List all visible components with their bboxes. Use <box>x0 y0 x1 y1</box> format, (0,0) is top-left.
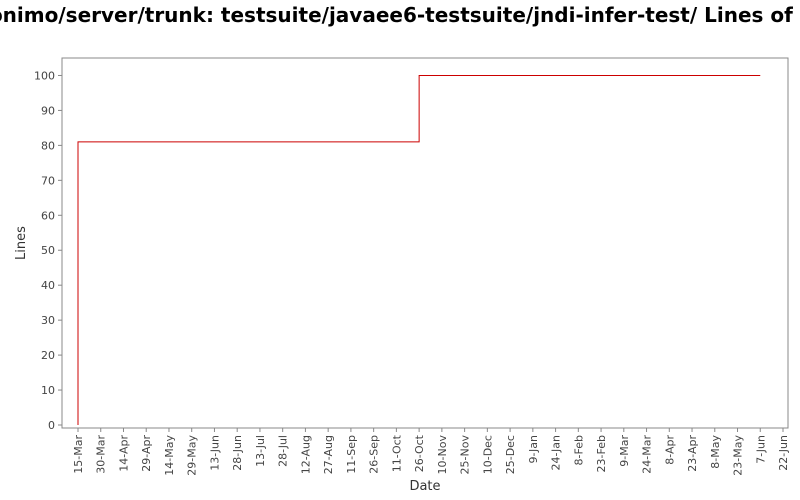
x-axis-label: Date <box>409 479 440 494</box>
x-tick-label: 10-Nov <box>436 435 449 475</box>
x-tick-label: 11-Oct <box>390 434 403 472</box>
line <box>77 74 761 425</box>
x-tick-label: 22-Jun <box>777 435 790 471</box>
y-tick-label: 20 <box>41 349 55 362</box>
y-tick-label: 80 <box>41 139 55 152</box>
x-tick-label: 8-Feb <box>572 435 585 465</box>
x-tick-label: 26-Oct <box>413 434 426 472</box>
x-tick-label: 24-Jan <box>550 435 563 471</box>
x-tick-label: 15-Mar <box>72 435 85 474</box>
x-tick-label: 8-Apr <box>663 435 676 465</box>
plot-area <box>61 57 789 429</box>
x-tick-label: 10-Dec <box>481 435 494 474</box>
x-tick-label: 23-May <box>732 435 745 476</box>
y-tick-label: 90 <box>41 104 55 117</box>
y-tick-label: 100 <box>34 69 55 82</box>
x-tick-label: 28-Jun <box>231 435 244 471</box>
x-tick-label: 25-Nov <box>459 435 472 475</box>
x-tick-label: 13-Jun <box>208 435 221 471</box>
y-tick-label: 50 <box>41 244 55 257</box>
x-tick-label: 12-Aug <box>299 435 312 474</box>
y-tick-label: 60 <box>41 209 55 222</box>
x-tick-label: 8-May <box>709 435 722 469</box>
x-tick-label: 28-Jul <box>277 435 290 467</box>
y-axis-label: Lines <box>14 226 29 260</box>
x-tick-label: 26-Sep <box>368 435 381 474</box>
x-tick-label: 11-Sep <box>345 435 358 474</box>
x-tick-label: 13-Jul <box>254 435 267 467</box>
x-tick-label: 9-Mar <box>618 435 631 467</box>
x-tick-label: 7-Jun <box>754 435 767 464</box>
x-tick-label: 9-Jan <box>527 435 540 464</box>
x-tick-label: 29-May <box>186 435 199 476</box>
y-tick-label: 10 <box>41 384 55 397</box>
y-tick-label: 70 <box>41 174 55 187</box>
y-tick-label: 30 <box>41 314 55 327</box>
chart-title: /geronimo/server/trunk: testsuite/javaee… <box>0 3 800 27</box>
y-tick-label: 0 <box>48 419 55 432</box>
x-tick-label: 30-Mar <box>95 435 108 474</box>
x-tick-label: 14-Apr <box>117 435 130 472</box>
y-tick-label: 40 <box>41 279 55 292</box>
x-tick-label: 23-Apr <box>686 435 699 472</box>
x-tick-label: 25-Dec <box>504 435 517 474</box>
x-tick-label: 27-Aug <box>322 435 335 474</box>
x-tick-label: 24-Mar <box>641 435 654 474</box>
x-tick-label: 23-Feb <box>595 435 608 472</box>
x-tick-label: 29-Apr <box>140 435 153 472</box>
x-tick-label: 14-May <box>163 435 176 476</box>
